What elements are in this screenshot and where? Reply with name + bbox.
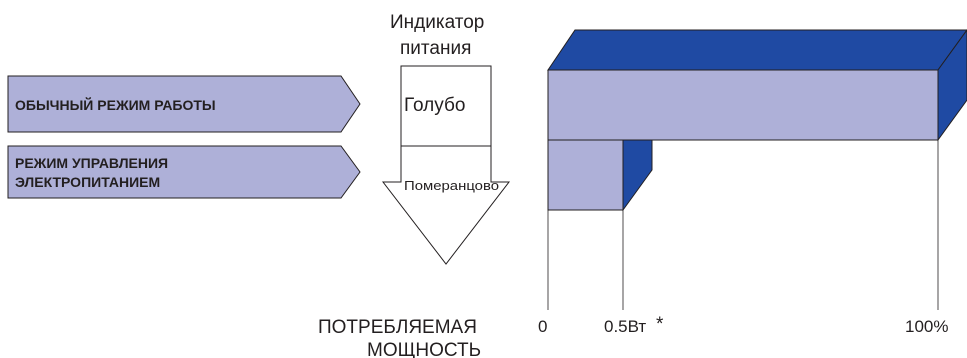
indicator-orange-label: Померанцово [404,178,499,193]
power-bar-power-saving-side [622,139,653,212]
indicator-orange-arrow [381,145,511,265]
mode-normal-label: ОБЫЧНЫЙ РЕЖИМ РАБОТЫ [15,96,216,113]
mode-tag-normal: ОБЫЧНЫЙ РЕЖИМ РАБОТЫ [7,75,361,133]
mode-power-saving-label-line2: ЭЛЕКТРОПИТАНИЕМ [15,174,160,190]
power-bar-normal-top [547,29,967,71]
indicator-blue-box [400,65,492,147]
indicator-title-line1: Индикатор [390,12,484,33]
power-bar-power-saving [547,139,653,212]
axis-tick-max: 100% [905,317,948,336]
mode-tag-normal-shape [7,75,361,133]
axis-tick-low-note: * [656,314,664,335]
mode-power-saving-label-line1: РЕЖИМ УПРАВЛЕНИЯ [15,155,168,171]
power-bar-normal-front [547,69,939,141]
indicator-title-line2: питания [400,38,471,59]
power-bar-normal [547,29,967,142]
power-indicator: Индикатор питания Голубо Померанцово [381,12,511,265]
axis-title-line2: МОЩНОСТЬ [367,340,481,358]
mode-tag-power-saving: РЕЖИМ УПРАВЛЕНИЯ ЭЛЕКТРОПИТАНИЕМ [7,145,361,199]
mode-tag-power-saving-shape [7,145,361,199]
indicator-blue-label: Голубо [404,95,465,116]
axis-tick-zero: 0 [538,317,547,336]
axis-tick-low: 0.5Вт [604,317,646,336]
axis-title-line1: ПОТРЕБЛЯЕМАЯ [318,317,477,338]
power-bar-power-saving-front [547,139,624,211]
